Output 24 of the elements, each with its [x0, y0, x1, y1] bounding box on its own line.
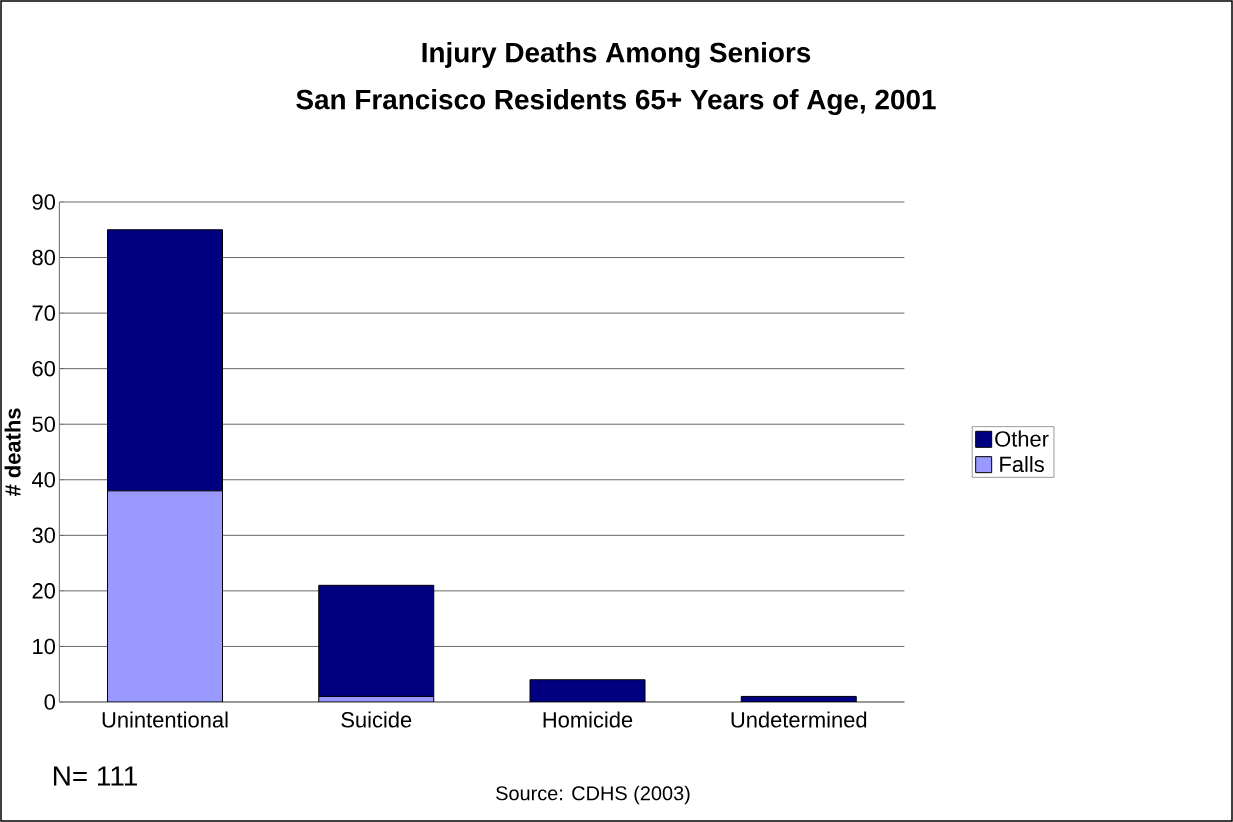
- legend-label: Falls: [1000, 455, 1044, 473]
- x-tick-label: Homicide: [543, 711, 633, 728]
- y-tick-label: 40: [31, 472, 55, 488]
- y-axis-title: # deaths: [4, 408, 21, 497]
- y-tick-label: 10: [33, 638, 55, 655]
- bar: [529, 679, 646, 702]
- bar: [740, 695, 857, 702]
- y-tick-label: 60: [32, 360, 55, 377]
- source-note: Source: CDHS (2003): [496, 785, 690, 805]
- bar: [107, 490, 224, 702]
- text: N= 111: [54, 766, 137, 786]
- x-tick-label: Undetermined: [731, 711, 867, 728]
- x-tick-label: Unintentional: [102, 711, 228, 728]
- y-tick-label: 80: [32, 249, 55, 266]
- chart-subtitle: San Francisco Residents 65+ Years of Age, 2001: [296, 88, 936, 116]
- y-tick-label: 30: [32, 527, 55, 544]
- y-tick-label: 0: [44, 694, 55, 710]
- y-tick-label: 70: [32, 305, 55, 321]
- x-tick-label: Suicide: [341, 711, 412, 728]
- y-tick-label: 20: [32, 583, 55, 599]
- chart-title: Injury Deaths Among Seniors: [422, 41, 811, 69]
- y-tick-label: 90: [32, 194, 55, 210]
- y-tick-label: 50: [32, 416, 55, 432]
- legend-label: Other: [995, 430, 1049, 447]
